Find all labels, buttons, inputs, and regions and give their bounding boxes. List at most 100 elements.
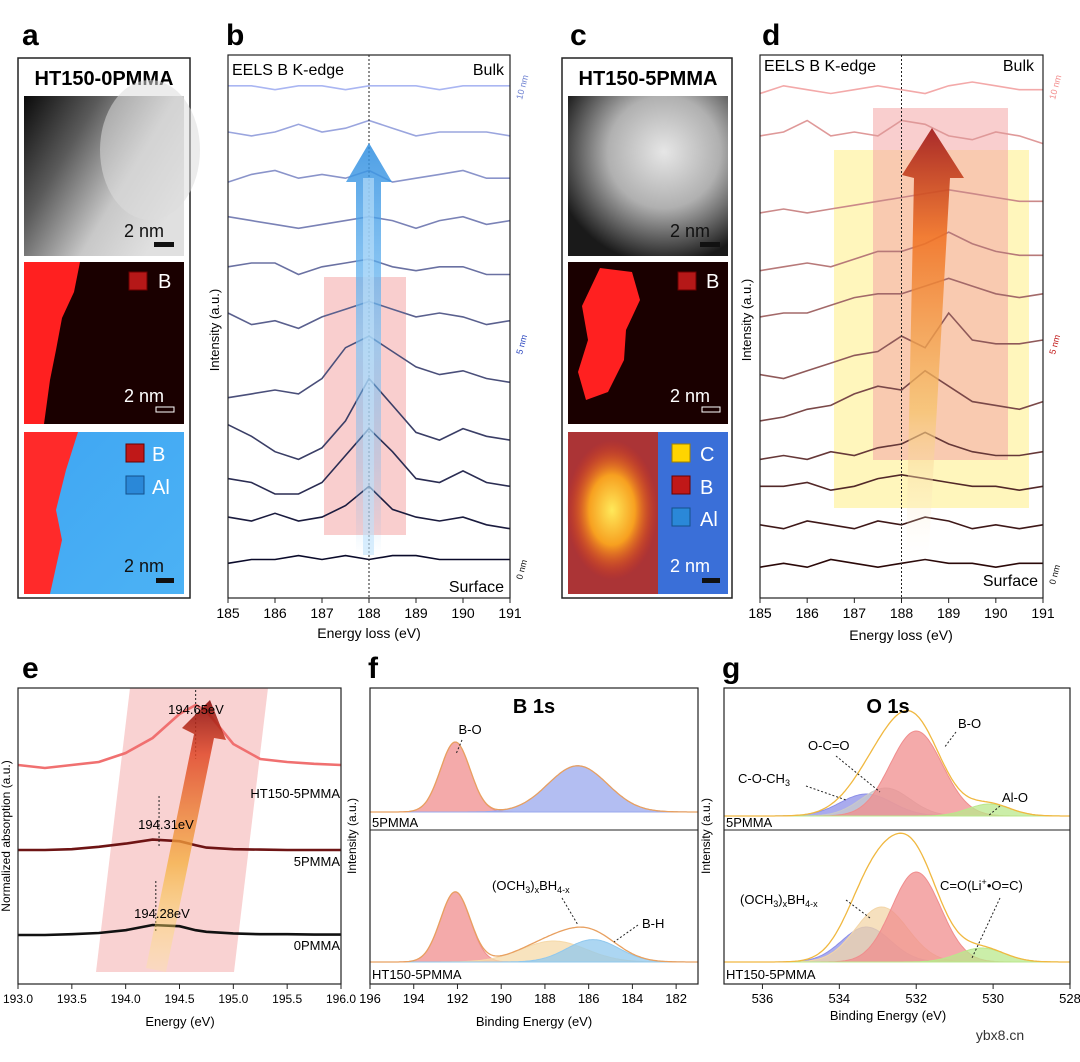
- ylabel-g: Intensity (a.u.): [699, 798, 713, 874]
- annotation-g-co: C=O(Li+•O=C): [940, 877, 1023, 893]
- xtick-label-g-3: 530: [982, 991, 1004, 1006]
- series-label-0pmma: 0PMMA: [294, 938, 341, 953]
- eels-spectrum-d-4: [759, 369, 1044, 422]
- boron-cube-icon-c2: [671, 475, 691, 495]
- xtick-label-d-4: 189: [937, 605, 961, 621]
- scale-bar-a2: [155, 406, 175, 413]
- fire-arrow-icon: [902, 128, 964, 565]
- sample-label-g-upper: 5PMMA: [726, 815, 773, 830]
- boron-cube-icon-c: [677, 271, 697, 291]
- ylabel-f: Intensity (a.u.): [345, 798, 359, 874]
- legend-b-a2: B: [152, 444, 165, 466]
- sample-label-f-lower: HT150-5PMMA: [372, 967, 462, 982]
- depth-label-d-10: 10 nm: [1047, 74, 1063, 101]
- fit-peak-f-upper-1: [370, 765, 698, 813]
- chart-title-f: B 1s: [513, 696, 555, 718]
- annotation-f-bh: B-H: [642, 916, 664, 931]
- scale-bar-c3: [702, 578, 720, 583]
- xtick-label-f-4: 188: [534, 991, 556, 1006]
- xtick-label-e-6: 196.0: [326, 992, 356, 1006]
- xtick-label-b-6: 191: [498, 605, 522, 621]
- xlabel-e: Energy (eV): [145, 1014, 214, 1029]
- annotation-arrow-f-och3: [561, 897, 579, 926]
- panel-a-micrographs: HT150-0PMMA 2 nm B 2 nm B Al 2 nm: [17, 57, 200, 599]
- scale-label-c3: 2 nm: [670, 556, 710, 576]
- annotation-arrow-g-oco: [835, 755, 881, 793]
- annotation-arrow-g-co: [971, 897, 1001, 959]
- aluminum-cube-icon-c: [671, 507, 691, 527]
- panel-label-e: e: [22, 652, 39, 685]
- xlabel-b: Energy loss (eV): [317, 625, 420, 641]
- legend-al-c: Al: [700, 509, 718, 531]
- xlabel-f: Binding Energy (eV): [476, 1014, 592, 1029]
- xtick-label-f-3: 190: [490, 991, 512, 1006]
- aluminum-cube-icon: [125, 475, 145, 495]
- annotation-arrow-f-bo: [455, 739, 463, 755]
- panel-e-absorption-chart: 193.0 193.5 194.0 194.5 195.0 195.5 196.0 Ener…: [0, 687, 356, 1029]
- sample-label-f-upper: 5PMMA: [372, 815, 419, 830]
- scale-label-a2: 2 nm: [124, 386, 164, 406]
- xtick-label-g-4: 528: [1059, 991, 1080, 1006]
- annotation-g-bo: B-O: [958, 716, 981, 731]
- boron-region-overlay-a: [24, 432, 78, 594]
- envelope-g-lower: [724, 832, 1070, 963]
- panel-label-c: c: [570, 19, 587, 52]
- xtick-label-b-2: 187: [310, 605, 334, 621]
- watermark: ybx8.cn: [976, 1027, 1024, 1043]
- xtick-label-d-1: 186: [795, 605, 819, 621]
- xtick-label-b-4: 189: [404, 605, 428, 621]
- chart-title-g: O 1s: [866, 696, 909, 718]
- xlabel-d: Energy loss (eV): [849, 627, 952, 643]
- depth-label-b-0: 0 nm: [514, 559, 529, 581]
- bulk-label-d: Bulk: [1003, 58, 1035, 75]
- scale-bar-c2: [701, 406, 721, 413]
- envelope-g-upper: [724, 709, 1070, 817]
- panel-label-f: f: [368, 652, 379, 685]
- xtick-label-e-4: 195.0: [218, 992, 248, 1006]
- annotation-g-oco: O-C=O: [808, 738, 850, 753]
- scale-label-a3: 2 nm: [124, 556, 164, 576]
- ylabel-e: Normalized absorption (a.u.): [0, 760, 13, 911]
- xtick-label-d-6: 191: [1031, 605, 1055, 621]
- eels-spectrum-d-10: [759, 81, 1043, 95]
- xtick-label-e-0: 193.0: [3, 992, 33, 1006]
- xtick-label-e-1: 193.5: [57, 992, 87, 1006]
- annotation-f-bo: B-O: [458, 722, 481, 737]
- panel-label-d: d: [762, 19, 780, 52]
- bulk-label-b: Bulk: [473, 62, 505, 79]
- chart-title-d: EELS B K-edge: [764, 58, 876, 75]
- scale-label-a1: 2 nm: [124, 221, 164, 241]
- xtick-label-f-1: 194: [403, 991, 425, 1006]
- eels-spectrum-d-6: [759, 277, 1044, 318]
- envelope-f-lower: [370, 891, 698, 963]
- eels-spectrum-d-2: [760, 473, 1044, 492]
- chart-title-b: EELS B K-edge: [232, 62, 344, 79]
- annotation-g-alo: Al-O: [1002, 790, 1028, 805]
- ylabel-d: Intensity (a.u.): [739, 279, 754, 361]
- series-label-5pmma: 5PMMA: [294, 854, 341, 869]
- panel-c-title: HT150-5PMMA: [579, 68, 718, 90]
- annotation-g-och3: (OCH3)xBH4-x: [740, 892, 818, 909]
- absorption-curve-0PMMA: [18, 923, 341, 937]
- fire-arrow-icon-e: [146, 700, 226, 972]
- boron-cube-icon: [128, 271, 148, 291]
- scale-bar-c1: [700, 242, 720, 247]
- depth-label-d-0: 0 nm: [1047, 564, 1062, 586]
- haadf-image-c: [568, 96, 728, 256]
- boron-region-a: [24, 262, 80, 424]
- haadf-particle-a: [100, 80, 200, 220]
- xtick-label-f-5: 186: [578, 991, 600, 1006]
- scale-label-c2: 2 nm: [670, 386, 710, 406]
- annotation-arrow-g-och3: [845, 899, 871, 919]
- xtick-label-f-7: 182: [665, 991, 687, 1006]
- envelope-f-upper: [370, 741, 698, 813]
- series-label-ht150: HT150-5PMMA: [250, 786, 340, 801]
- peak-label-ht150: 194.65eV: [168, 702, 224, 717]
- xtick-label-f-0: 196: [359, 991, 381, 1006]
- panel-d-eels-chart: EELS B K-edge Bulk Surface 10 nm 5 nm 0 …: [739, 54, 1063, 643]
- ylabel-b: Intensity (a.u.): [207, 289, 222, 371]
- scale-bar-a1: [154, 242, 174, 247]
- xtick-label-d-3: 188: [890, 605, 914, 621]
- panel-label-g: g: [722, 652, 740, 685]
- annotation-arrow-f-bh: [613, 924, 639, 943]
